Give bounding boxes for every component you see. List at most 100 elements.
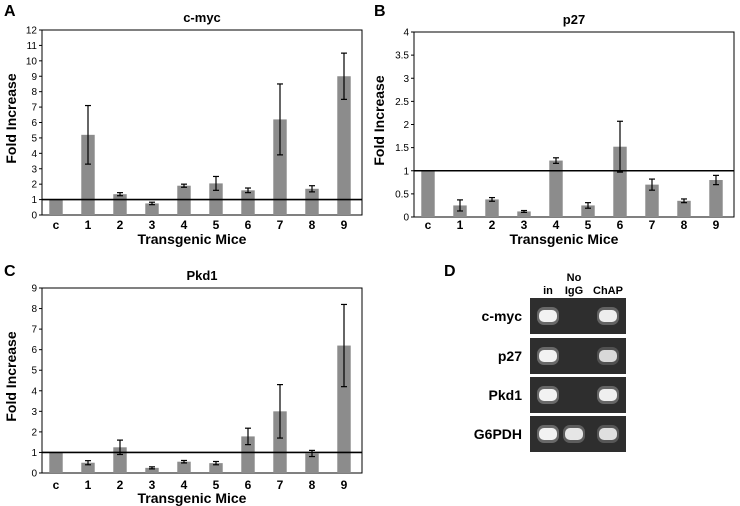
error-bar [181, 459, 187, 464]
panel-label-c: C [4, 263, 16, 280]
bar [81, 134, 95, 215]
category-label: 9 [341, 218, 348, 232]
y-tick-label: 8 [31, 87, 37, 98]
plot-frame [413, 31, 735, 218]
category-label: c [53, 478, 60, 492]
panel-label-b: B [374, 3, 386, 20]
category-label: 7 [277, 218, 284, 232]
error-bar [649, 178, 655, 191]
bar [81, 462, 95, 473]
panel-label-a: A [4, 3, 16, 20]
plot-frame [41, 287, 363, 474]
bar [581, 205, 595, 217]
chart-p27: p27 0 0.5 1 1.5 2 2.5 3 3.5 4 Fold Increase c 1 2 3 4 5 6… [371, 12, 735, 247]
bar [113, 194, 127, 215]
gel-band [565, 428, 583, 440]
gel-lane-igg: IgG [565, 285, 583, 297]
gel-row-label: Pkd1 [489, 387, 523, 403]
y-tick-label: 5 [31, 366, 37, 377]
category-label: 8 [309, 478, 316, 492]
gel-band [599, 389, 617, 401]
error-bar [277, 384, 283, 439]
category-label: 1 [457, 218, 464, 232]
bar [305, 453, 319, 473]
category-label: 5 [213, 478, 220, 492]
bar [549, 160, 563, 217]
error-bar [277, 83, 283, 156]
bar [241, 436, 255, 473]
bar [305, 188, 319, 215]
bar [485, 199, 499, 217]
y-tick-label: 0 [403, 213, 409, 224]
category-label: 3 [521, 218, 528, 232]
y-tick-label: 7 [31, 325, 37, 336]
y-tick-label: 2.5 [395, 97, 409, 108]
error-bar [585, 202, 591, 209]
error-bar [713, 174, 719, 186]
bar [273, 411, 287, 473]
gel-row-label: p27 [498, 348, 522, 364]
chart-title: Pkd1 [186, 268, 217, 283]
y-tick-label: 0.5 [395, 189, 409, 200]
y-tick-label: 5 [31, 133, 37, 144]
bar [337, 345, 351, 473]
category-label: 1 [85, 218, 92, 232]
bar [177, 461, 191, 473]
gel-row: Pkd1 [489, 377, 626, 413]
category-label: 4 [181, 218, 188, 232]
error-bar [181, 183, 187, 188]
error-bar [149, 466, 155, 470]
error-bar [681, 198, 687, 204]
error-bar [213, 460, 219, 466]
gel-row-label: c-myc [482, 308, 523, 324]
error-bar [245, 427, 251, 446]
category-label: 5 [213, 218, 220, 232]
y-tick-label: 7 [31, 103, 37, 114]
category-label: 9 [341, 478, 348, 492]
gel-row: p27 [498, 338, 626, 374]
gel-rows: c-myc p27 Pkd1 G6PDH [474, 298, 626, 452]
gel-band [599, 350, 617, 362]
y-tick-label: 10 [26, 56, 38, 67]
y-tick-label: 3.5 [395, 51, 409, 62]
gel-band [599, 428, 617, 440]
gel-band [539, 428, 557, 440]
bar [241, 190, 255, 215]
gel-row-label: G6PDH [474, 426, 522, 442]
error-bar [489, 196, 495, 202]
bar [145, 203, 159, 215]
category-label: 4 [553, 218, 560, 232]
category-label: c [425, 218, 432, 232]
y-tick-label: 2 [31, 180, 37, 191]
bar [709, 180, 723, 217]
y-tick-label: 6 [31, 345, 37, 356]
error-bar [117, 192, 123, 197]
y-tick-label: 0 [31, 469, 37, 480]
y-axis-label: Fold Increase [3, 73, 19, 163]
gel-lane-no: No [567, 272, 582, 284]
y-tick-label: 1.5 [395, 143, 409, 154]
gel-lane-in: in [543, 285, 553, 297]
category-label: 8 [309, 218, 316, 232]
y-axis-label: Fold Increase [3, 331, 19, 421]
category-label: 2 [117, 218, 124, 232]
category-label: 7 [277, 478, 284, 492]
y-tick-label: 3 [31, 407, 37, 418]
chart-title: c-myc [183, 10, 221, 25]
y-tick-label: 9 [31, 284, 37, 295]
y-tick-label: 11 [27, 41, 38, 52]
category-label: 6 [245, 478, 252, 492]
gel-band [539, 310, 557, 322]
y-tick-label: 4 [31, 386, 37, 397]
panel-label-d: D [444, 263, 456, 280]
y-tick-label: 8 [31, 304, 37, 315]
category-label: 3 [149, 478, 156, 492]
error-bar [85, 104, 91, 165]
error-bar [553, 157, 559, 164]
y-tick-label: 9 [31, 72, 37, 83]
y-axis-label: Fold Increase [371, 75, 387, 165]
bar [49, 452, 63, 473]
category-label: 3 [149, 218, 156, 232]
category-label: 2 [117, 478, 124, 492]
